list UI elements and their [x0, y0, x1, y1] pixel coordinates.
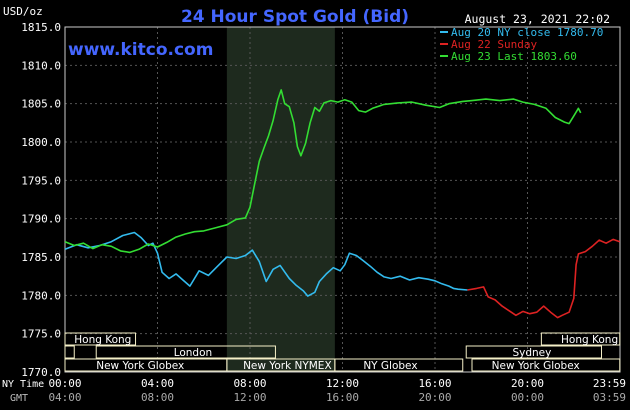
y-tick-label: 1795.0	[21, 174, 61, 187]
series-line-2	[64, 89, 582, 254]
x-tick-label-ny: 12:00	[326, 377, 359, 390]
legend-entry: Aug 22 Sunday	[451, 38, 537, 51]
session-band-label: Hong Kong	[561, 334, 618, 346]
y-tick-label: 1810.0	[21, 59, 61, 72]
session-band-label: New York NYMEX	[243, 360, 332, 372]
x-tick-label-gmt: 04:00	[48, 391, 81, 404]
session-band	[471, 358, 621, 372]
y-tick-label: 1770.0	[21, 366, 61, 379]
x-tick-label-ny: 00:00	[48, 377, 81, 390]
series-line-1	[467, 238, 621, 319]
gmt-label: GMT	[10, 393, 28, 404]
nymex-session-shade	[226, 27, 335, 372]
watermark: www.kitco.com	[68, 40, 213, 60]
x-tick-label-gmt: 20:00	[418, 391, 451, 404]
session-band-label: Sydney	[512, 347, 551, 359]
x-tick-label-ny: 16:00	[418, 377, 451, 390]
y-tick-label: 1790.0	[21, 213, 61, 226]
y-tick-label: 1800.0	[21, 136, 61, 149]
session-band	[465, 345, 602, 359]
chart-title: 24 Hour Spot Gold (Bid)	[181, 7, 409, 27]
x-tick-label-gmt: 16:00	[326, 391, 359, 404]
y-tick-label: 1785.0	[21, 251, 61, 264]
plot-frame	[64, 26, 621, 373]
legend-entry: Aug 23 Last 1803.60	[451, 50, 577, 63]
session-band-label: NY Globex	[363, 360, 417, 372]
session-band-label: New York Globex	[492, 360, 580, 372]
y-tick-label: 1805.0	[21, 98, 61, 111]
x-tick-label-ny: 08:00	[233, 377, 266, 390]
x-tick-label-gmt: 12:00	[233, 391, 266, 404]
session-band	[334, 358, 464, 372]
session-band-label: London	[174, 347, 213, 359]
session-band	[540, 332, 621, 346]
y-tick-label: 1815.0	[21, 21, 61, 34]
ny-time-label: NY Time	[2, 379, 44, 390]
session-band	[64, 345, 75, 359]
y-axis-ticks: 1815.0 1810.0 1805.0 1800.0 1795.0 1790.0 1785…	[21, 21, 61, 379]
session-band-label: New York Globex	[96, 360, 184, 372]
session-band	[95, 345, 276, 359]
x-tick-label-ny: 23:59	[593, 377, 626, 390]
legend-entry: Aug 20 NY close 1780.70	[451, 26, 603, 39]
session-band-label: Hong Kong	[74, 334, 131, 346]
x-tick-label-gmt: 00:00	[511, 391, 544, 404]
date-label: August 23, 2021 22:02	[465, 12, 610, 26]
series-line-0	[64, 231, 468, 297]
x-tick-label-gmt: 03:59	[593, 391, 626, 404]
x-tick-label-ny: 20:00	[511, 377, 544, 390]
unit-label: USD/oz	[3, 5, 43, 18]
x-tick-label-gmt: 08:00	[141, 391, 174, 404]
y-tick-label: 1775.0	[21, 328, 61, 341]
y-tick-label: 1780.0	[21, 289, 61, 302]
session-band	[64, 332, 137, 346]
series-lines	[64, 89, 621, 319]
x-tick-label-ny: 04:00	[141, 377, 174, 390]
x-axis-ticks: 00:0004:0004:0008:0008:0012:0012:0016:00…	[48, 377, 626, 404]
